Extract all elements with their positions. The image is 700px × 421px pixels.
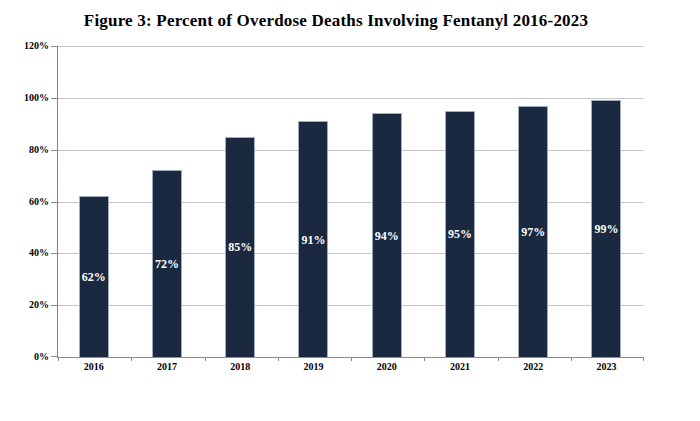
- x-axis-tick: [498, 357, 499, 361]
- bar-value-label: 99%: [594, 223, 618, 235]
- plot-area: 62% 72% 85% 91% 94% 95% 97% 99%: [57, 46, 644, 358]
- bar-column: 62%: [58, 46, 131, 357]
- x-axis-tick: [58, 357, 59, 361]
- bar-value-label: 72%: [155, 258, 179, 270]
- bar: 85%: [225, 137, 255, 357]
- bar-value-label: 91%: [301, 234, 325, 246]
- bar-value-label: 62%: [82, 271, 106, 283]
- bar: 95%: [445, 111, 475, 357]
- y-axis-tick: [51, 98, 57, 99]
- bar-column: 97%: [498, 46, 571, 357]
- figure-3-chart: Figure 3: Percent of Overdose Deaths Inv…: [0, 0, 700, 421]
- x-axis-tick: [643, 357, 644, 361]
- x-axis-tick: [424, 357, 425, 361]
- x-axis-label: 2023: [570, 362, 643, 372]
- y-axis-label: 120%: [24, 41, 49, 51]
- x-axis-label: 2022: [497, 362, 570, 372]
- x-axis-label: 2016: [57, 362, 130, 372]
- x-axis-tick: [205, 357, 206, 361]
- y-axis-tick: [51, 202, 57, 203]
- bar-column: 72%: [131, 46, 204, 357]
- bar: 99%: [591, 100, 621, 357]
- x-axis-labels: 20162017201820192020202120222023: [57, 362, 643, 372]
- x-axis-tick: [278, 357, 279, 361]
- x-axis-label: 2017: [130, 362, 203, 372]
- y-axis-tick: [51, 253, 57, 254]
- x-axis-label: 2021: [423, 362, 496, 372]
- bar-column: 95%: [424, 46, 497, 357]
- y-axis-tick: [51, 150, 57, 151]
- y-axis-tick: [51, 305, 57, 306]
- bar: 97%: [518, 106, 548, 357]
- bar: 62%: [79, 196, 109, 357]
- bar-column: 94%: [351, 46, 424, 357]
- chart-title: Figure 3: Percent of Overdose Deaths Inv…: [0, 11, 672, 31]
- x-axis-tick: [131, 357, 132, 361]
- y-axis-label: 20%: [29, 300, 49, 310]
- y-axis-label: 0%: [34, 352, 49, 362]
- y-axis-label: 100%: [24, 93, 49, 103]
- bar-column: 99%: [571, 46, 644, 357]
- bar-value-label: 94%: [375, 230, 399, 242]
- x-axis-label: 2020: [350, 362, 423, 372]
- x-axis-label: 2019: [277, 362, 350, 372]
- y-axis-label: 60%: [29, 197, 49, 207]
- bar: 72%: [152, 170, 182, 357]
- x-axis-tick: [571, 357, 572, 361]
- bar-value-label: 97%: [521, 226, 545, 238]
- y-axis-labels: 0%20%40%60%80%100%120%: [0, 46, 49, 357]
- bars-container: 62% 72% 85% 91% 94% 95% 97% 99%: [58, 46, 644, 357]
- x-axis-tick: [351, 357, 352, 361]
- bar-value-label: 85%: [228, 241, 252, 253]
- bar: 91%: [298, 121, 328, 357]
- y-axis-tick: [51, 46, 57, 47]
- bar-column: 91%: [278, 46, 351, 357]
- y-axis-label: 40%: [29, 248, 49, 258]
- y-axis-tick: [51, 356, 57, 357]
- x-axis-label: 2018: [204, 362, 277, 372]
- bar-column: 85%: [205, 46, 278, 357]
- y-axis-label: 80%: [29, 145, 49, 155]
- bar-value-label: 95%: [448, 228, 472, 240]
- bar: 94%: [372, 113, 402, 357]
